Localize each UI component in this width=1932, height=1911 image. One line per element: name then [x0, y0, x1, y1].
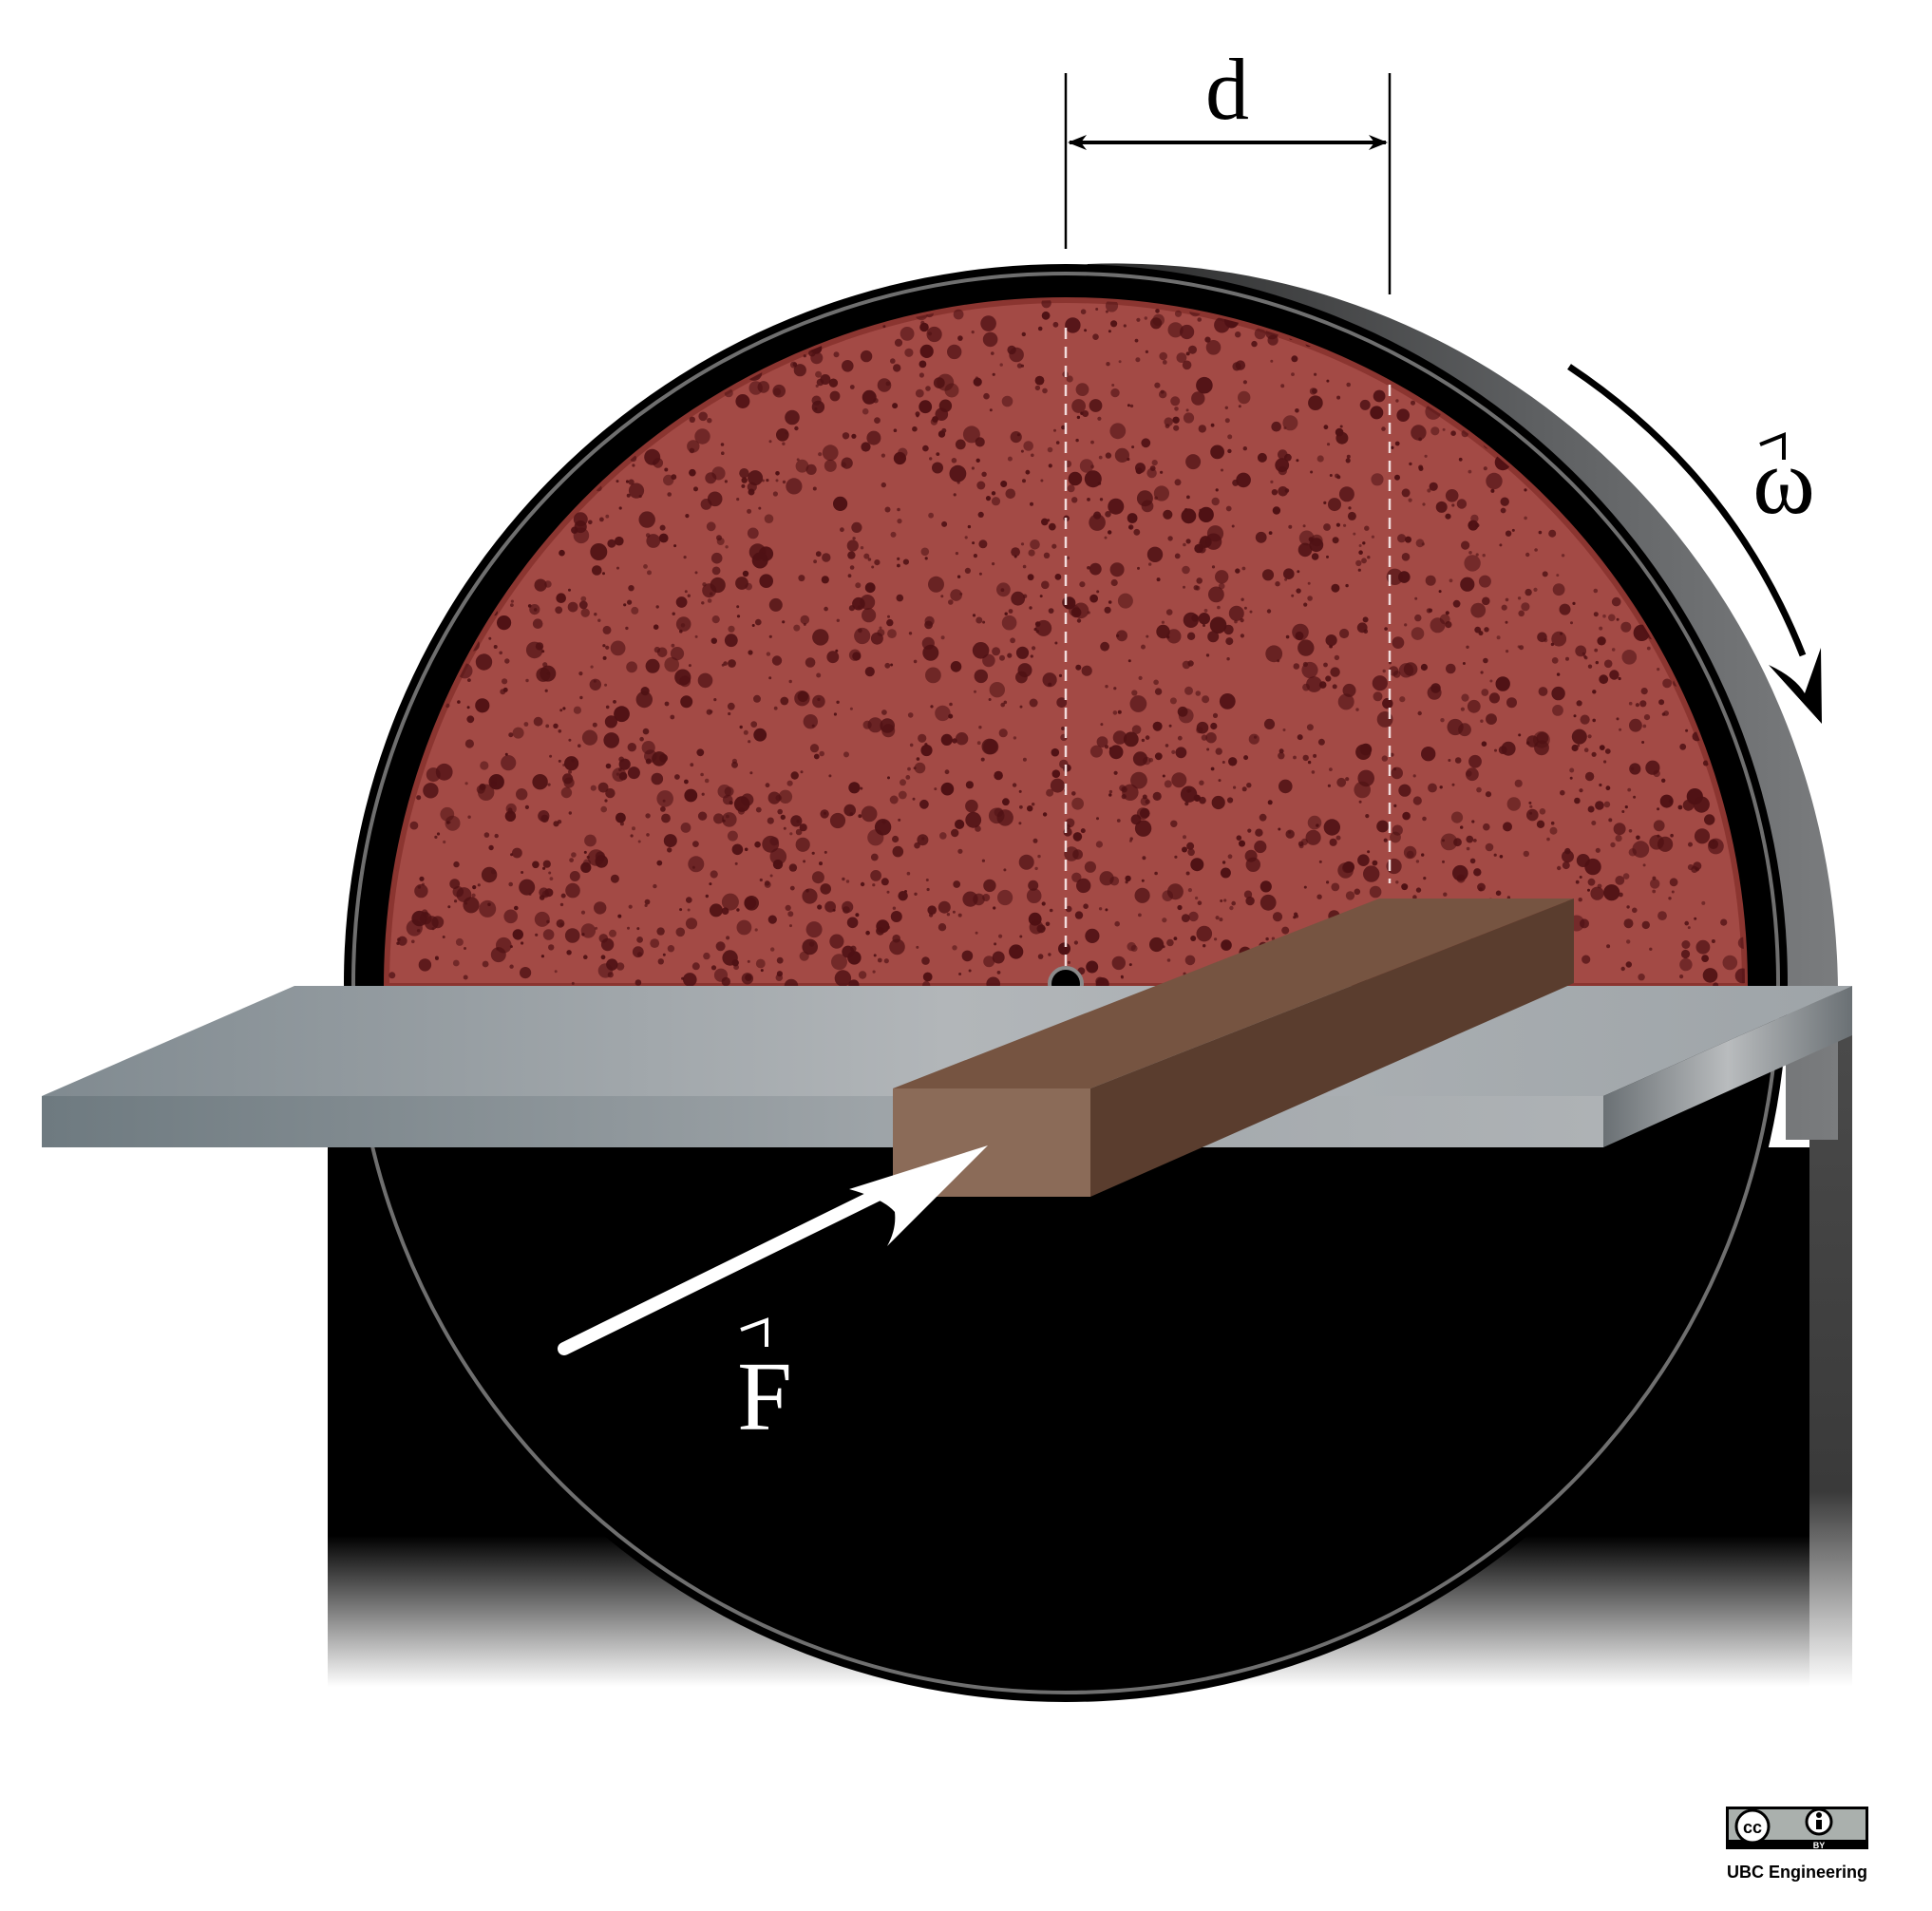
tool-rest-side	[1603, 986, 1852, 1147]
by-badge-text: BY	[1813, 1841, 1826, 1850]
omega-vector-hat	[1759, 432, 1786, 460]
force-vector-hat	[740, 1317, 768, 1347]
force-label: F	[737, 1342, 792, 1451]
housing-side	[1809, 1035, 1852, 1687]
rotation-arrow	[1567, 364, 1807, 657]
cc-by-license-badge: cc BY UBC Engineering	[1726, 1807, 1868, 1882]
tool-rest-front	[42, 1096, 1603, 1147]
distance-label: d	[1205, 41, 1249, 138]
wheel-lower-edge	[351, 272, 1780, 1694]
stick-top	[893, 899, 1574, 1088]
force-arrowhead	[849, 1145, 988, 1246]
rotation-arrowhead	[1769, 648, 1822, 724]
cc-icon	[1734, 1808, 1771, 1845]
stick-side	[1090, 899, 1574, 1197]
force-arrow	[558, 1171, 919, 1355]
cc-badge-text: cc	[1743, 1818, 1762, 1837]
credit-text: UBC Engineering	[1727, 1863, 1867, 1882]
